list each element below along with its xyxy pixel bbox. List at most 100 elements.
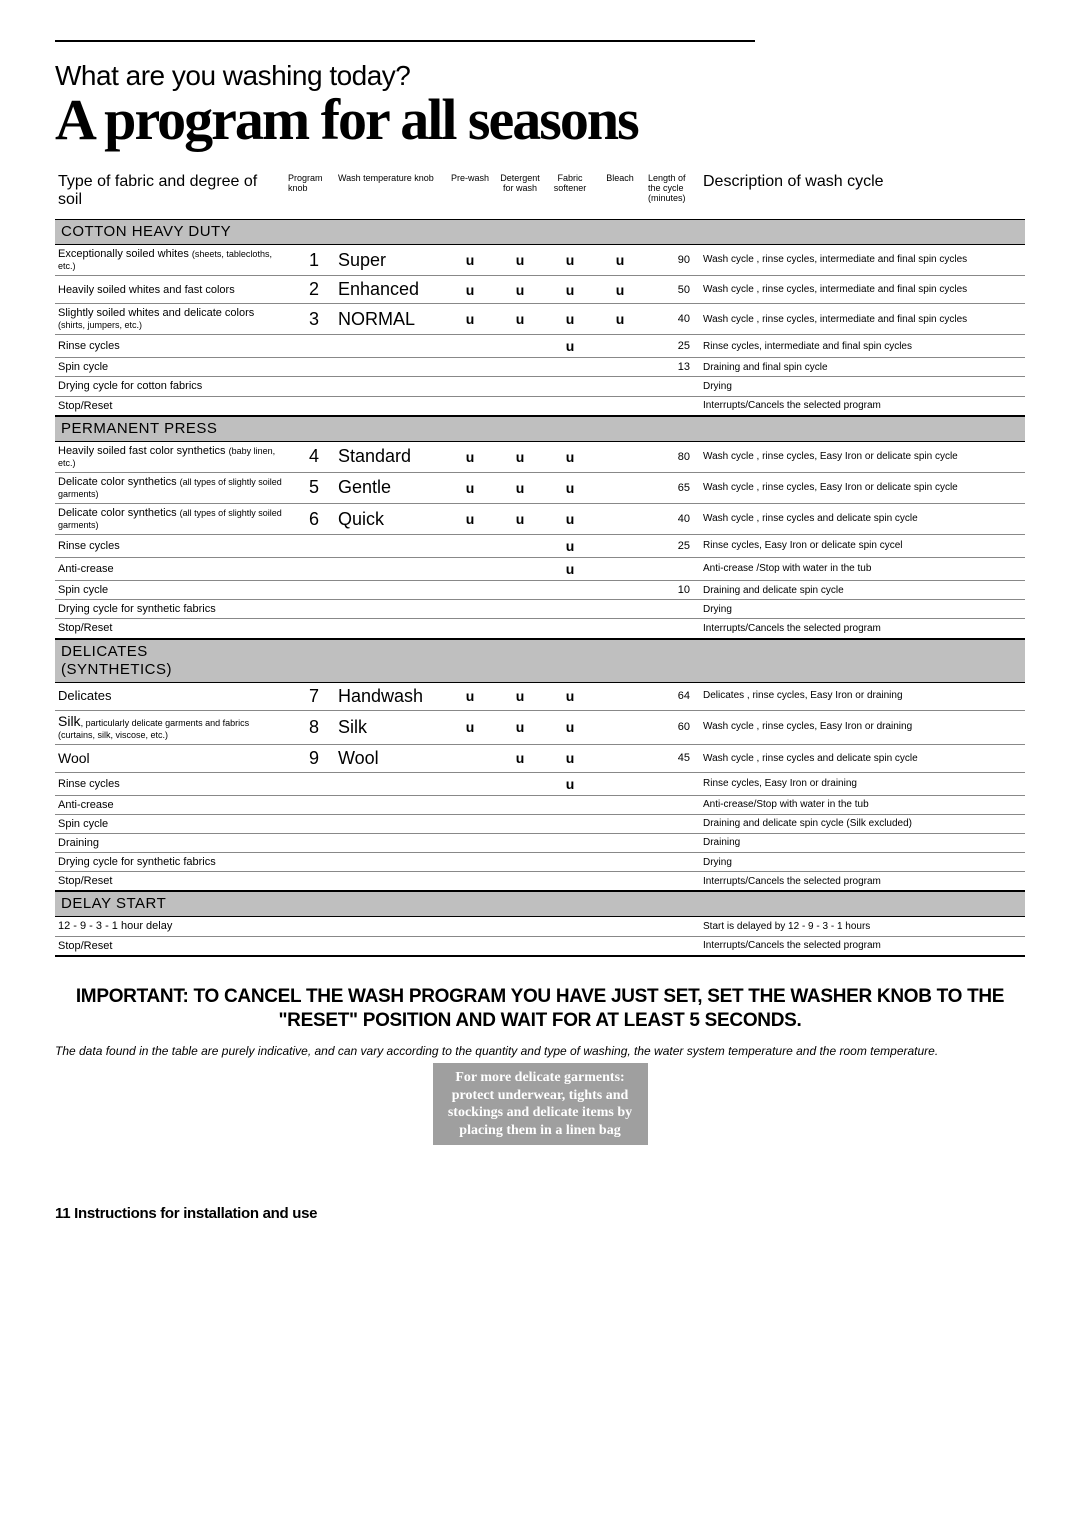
type-cell: Stop/Reset [55,872,285,892]
detergent-cell: u [495,245,545,276]
prewash-cell: u [445,682,495,710]
bleach-cell: u [595,245,645,276]
length-cell [645,396,700,416]
type-cell: Stop/Reset [55,396,285,416]
prewash-cell: u [445,276,495,304]
length-cell: 80 [645,441,700,472]
desc-cell: Wash cycle , rinse cycles, Easy Iron or … [700,441,1025,472]
detergent-cell: u [495,472,545,503]
knob-cell: 4 [285,441,335,472]
temp-cell: Wool [335,744,445,772]
length-cell: 65 [645,472,700,503]
softener-cell: u [545,245,595,276]
prewash-cell: u [445,472,495,503]
type-cell: Rinse cycles [55,772,285,795]
length-cell: 90 [645,245,700,276]
type-cell: Anti-crease [55,795,285,814]
bleach-cell [595,682,645,710]
softener-cell [545,834,595,853]
knob-cell [285,936,335,956]
col-temp-header: Wash temperature knob [335,169,445,220]
length-cell: 10 [645,581,700,600]
length-cell [645,872,700,892]
length-cell [645,936,700,956]
prewash-cell [445,795,495,814]
bleach-cell [595,815,645,834]
table-row: Slightly soiled whites and delicate colo… [55,304,1025,335]
prewash-cell [445,936,495,956]
type-cell: Rinse cycles [55,335,285,358]
length-cell: 64 [645,682,700,710]
prewash-cell: u [445,504,495,535]
table-row: Heavily soiled fast color synthetics (ba… [55,441,1025,472]
temp-cell [335,834,445,853]
bleach-cell [595,335,645,358]
knob-cell [285,853,335,872]
prewash-cell [445,815,495,834]
bleach-cell: u [595,276,645,304]
softener-cell [545,936,595,956]
bleach-cell [595,872,645,892]
type-cell: Stop/Reset [55,619,285,639]
prewash-cell [445,744,495,772]
softener-cell: u [545,335,595,358]
detergent-cell [495,936,545,956]
knob-cell [285,872,335,892]
prewash-cell [445,917,495,936]
prewash-cell [445,619,495,639]
table-row: Heavily soiled whites and fast colors2En… [55,276,1025,304]
type-cell: Drying cycle for cotton fabrics [55,377,285,396]
detergent-cell [495,335,545,358]
type-cell: Drying cycle for synthetic fabrics [55,853,285,872]
temp-cell: Enhanced [335,276,445,304]
bleach-cell [595,795,645,814]
bleach-cell [595,772,645,795]
desc-cell: Interrupts/Cancels the selected program [700,619,1025,639]
detergent-cell: u [495,710,545,744]
knob-cell [285,358,335,377]
softener-cell [545,396,595,416]
temp-cell [335,377,445,396]
desc-cell: Wash cycle , rinse cycles and delicate s… [700,744,1025,772]
bleach-cell [595,558,645,581]
softener-cell: u [545,682,595,710]
softener-cell: u [545,744,595,772]
desc-cell: Interrupts/Cancels the selected program [700,396,1025,416]
detergent-cell [495,358,545,377]
length-cell [645,917,700,936]
type-cell: Spin cycle [55,581,285,600]
knob-cell [285,581,335,600]
table-row: Anti-crease Anti-crease/Stop with water i… [55,795,1025,814]
detergent-cell [495,535,545,558]
detergent-cell: u [495,276,545,304]
desc-cell: Anti-crease/Stop with water in the tub [700,795,1025,814]
prewash-cell: u [445,245,495,276]
prewash-cell [445,558,495,581]
knob-cell [285,815,335,834]
col-softener-header: Fabric softener [545,169,595,220]
knob-cell [285,558,335,581]
softener-cell: u [545,558,595,581]
desc-cell: Draining [700,834,1025,853]
softener-cell: u [545,710,595,744]
detergent-cell [495,600,545,619]
prewash-cell [445,335,495,358]
prewash-cell [445,853,495,872]
bleach-cell [595,441,645,472]
detergent-cell [495,619,545,639]
knob-cell: 2 [285,276,335,304]
temp-cell [335,581,445,600]
bleach-cell [595,936,645,956]
bleach-cell [595,396,645,416]
length-cell [645,558,700,581]
type-cell: Draining [55,834,285,853]
detergent-cell [495,795,545,814]
length-cell [645,377,700,396]
softener-cell [545,377,595,396]
temp-cell [335,872,445,892]
detergent-cell [495,815,545,834]
detergent-cell [495,558,545,581]
length-cell [645,795,700,814]
col-prewash-header: Pre-wash [445,169,495,220]
desc-cell: Start is delayed by 12 - 9 - 3 - 1 hours [700,917,1025,936]
